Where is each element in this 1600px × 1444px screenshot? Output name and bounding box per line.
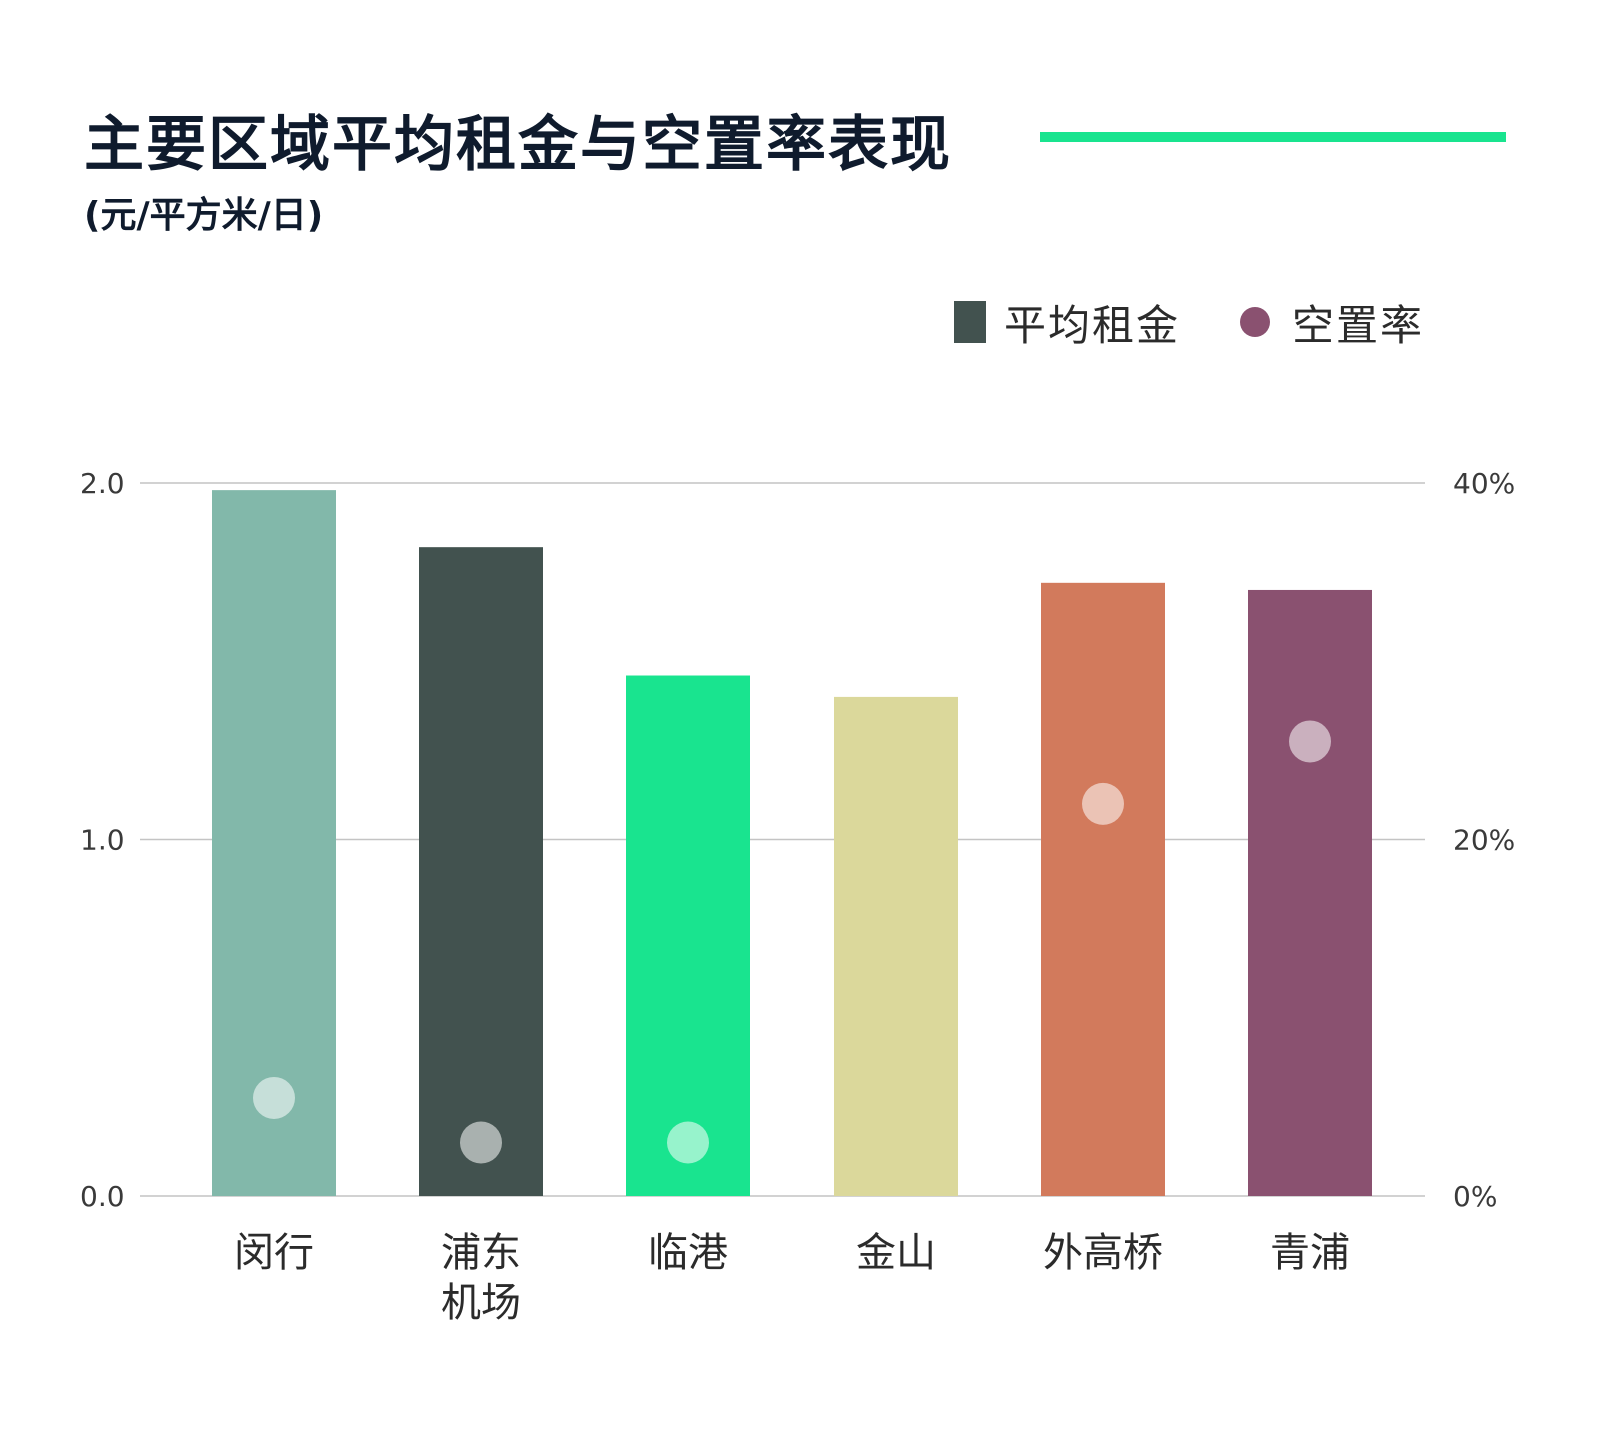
vacancy-point (253, 1076, 295, 1119)
y-right-tick-label: 20% (1453, 824, 1515, 857)
rent-bar (1041, 582, 1165, 1196)
vacancy-point (667, 1121, 709, 1164)
x-category-label: 外高桥 (1043, 1230, 1163, 1276)
y-left-tick-label: 2.0 (80, 467, 125, 500)
title-accent-line (1040, 132, 1506, 142)
vacancy-point (1289, 720, 1331, 763)
vacancy-point (1082, 782, 1124, 825)
vacancy-point (460, 1121, 502, 1164)
rent-bar (419, 547, 543, 1196)
legend-rent-label: 平均租金 (1004, 300, 1181, 350)
x-category-label: 浦东 (441, 1230, 521, 1276)
x-category-label: 闵行 (234, 1230, 314, 1276)
rent-bar (1248, 589, 1372, 1196)
x-category-label: 临港 (648, 1230, 728, 1276)
x-category-label: 青浦 (1270, 1230, 1350, 1276)
y-left-tick-label: 1.0 (80, 824, 125, 857)
x-category-label: 机场 (441, 1280, 521, 1326)
legend-rent-swatch (954, 301, 986, 343)
y-right-tick-label: 0% (1453, 1180, 1497, 1213)
chart-title: 主要区域平均租金与空置率表现 (84, 110, 952, 180)
rent-bar (834, 696, 958, 1196)
vacancy-point (875, 613, 917, 656)
chart-subtitle: (元/平方米/日) (84, 195, 324, 236)
y-left-tick-label: 0.0 (80, 1180, 125, 1213)
rent-bar (626, 675, 750, 1196)
legend-vacancy-label: 空置率 (1292, 300, 1425, 350)
legend: 平均租金 空置率 (954, 296, 1424, 350)
y-right-tick-label: 40% (1453, 467, 1515, 500)
x-category-label: 金山 (856, 1230, 936, 1276)
legend-vacancy-dot (1240, 307, 1271, 337)
